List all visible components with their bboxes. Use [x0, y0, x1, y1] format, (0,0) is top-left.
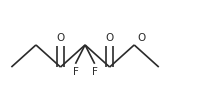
Text: F: F: [72, 67, 78, 77]
Text: F: F: [92, 67, 98, 77]
Text: O: O: [56, 33, 65, 43]
Text: O: O: [106, 33, 114, 43]
Text: O: O: [137, 33, 145, 43]
